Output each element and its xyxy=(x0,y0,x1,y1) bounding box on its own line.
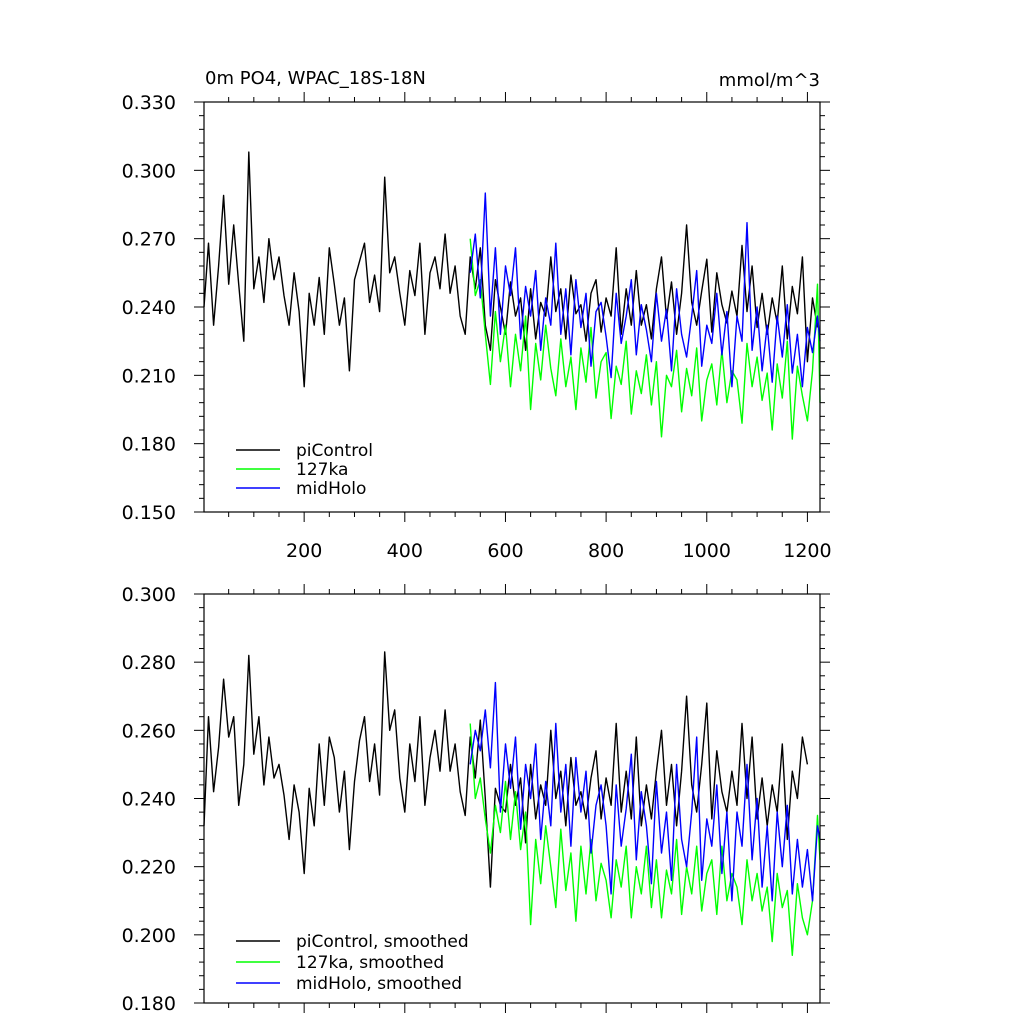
bottom-y-tick-label: 0.180 xyxy=(122,993,176,1015)
bottom-panel: 0.180 0.200 0.220 0.240 0.260 0.280 0.300 piCon… xyxy=(122,584,830,1015)
bottom-series-line-127ka-smoothed xyxy=(469,723,821,956)
top-y-tick-label: 0.330 xyxy=(122,92,176,114)
top-y-tick-label: 0.300 xyxy=(122,160,176,182)
top-panel-title: 0m PO4, WPAC_18S-18N xyxy=(205,68,426,89)
top-x-tick-label: 400 xyxy=(387,540,423,562)
top-y-tick-label: 0.150 xyxy=(122,502,176,524)
top-x-tick-label: 600 xyxy=(487,540,523,562)
top-panel: 0m PO4, WPAC_18S-18N mmol/m^3 0.150 0.180… xyxy=(122,68,832,562)
bottom-panel-plot-area: 0.180 0.200 0.220 0.240 0.260 0.280 0.300 piCon… xyxy=(122,584,830,1015)
top-series-line-midholo xyxy=(469,192,821,388)
top-legend-label: 127ka xyxy=(296,460,348,480)
bottom-y-tick-label: 0.260 xyxy=(122,720,176,742)
top-legend-label: piControl xyxy=(296,441,373,461)
bottom-y-tick-label: 0.240 xyxy=(122,789,176,811)
top-x-tick-label: 1000 xyxy=(683,540,731,562)
top-panel-plot-area: 0.150 0.180 0.210 0.240 0.270 0.300 0.330 200 40… xyxy=(122,92,832,562)
bottom-series-line-midholo-smoothed xyxy=(469,681,821,902)
bottom-series-line-picontrol-smoothed xyxy=(203,651,809,888)
top-series-line-127ka xyxy=(469,238,821,440)
bottom-legend-label: midHolo, smoothed xyxy=(296,974,462,994)
top-y-tick-label: 0.240 xyxy=(122,297,176,319)
bottom-legend-label: 127ka, smoothed xyxy=(296,953,444,973)
bottom-y-tick-label: 0.220 xyxy=(122,857,176,879)
top-x-tick-label: 1200 xyxy=(783,540,831,562)
top-series-line-picontrol xyxy=(203,151,819,388)
top-panel-units: mmol/m^3 xyxy=(719,70,820,91)
top-y-tick-label: 0.270 xyxy=(122,229,176,251)
top-y-tick-label: 0.180 xyxy=(122,434,176,456)
top-legend-label: midHolo xyxy=(296,479,366,499)
bottom-y-tick-label: 0.280 xyxy=(122,652,176,674)
bottom-y-tick-label: 0.300 xyxy=(122,584,176,606)
top-y-tick-label: 0.210 xyxy=(122,365,176,387)
bottom-y-tick-label: 0.200 xyxy=(122,925,176,947)
bottom-legend-label: piControl, smoothed xyxy=(296,932,469,952)
top-x-tick-label: 200 xyxy=(286,540,322,562)
top-x-tick-label: 800 xyxy=(588,540,624,562)
